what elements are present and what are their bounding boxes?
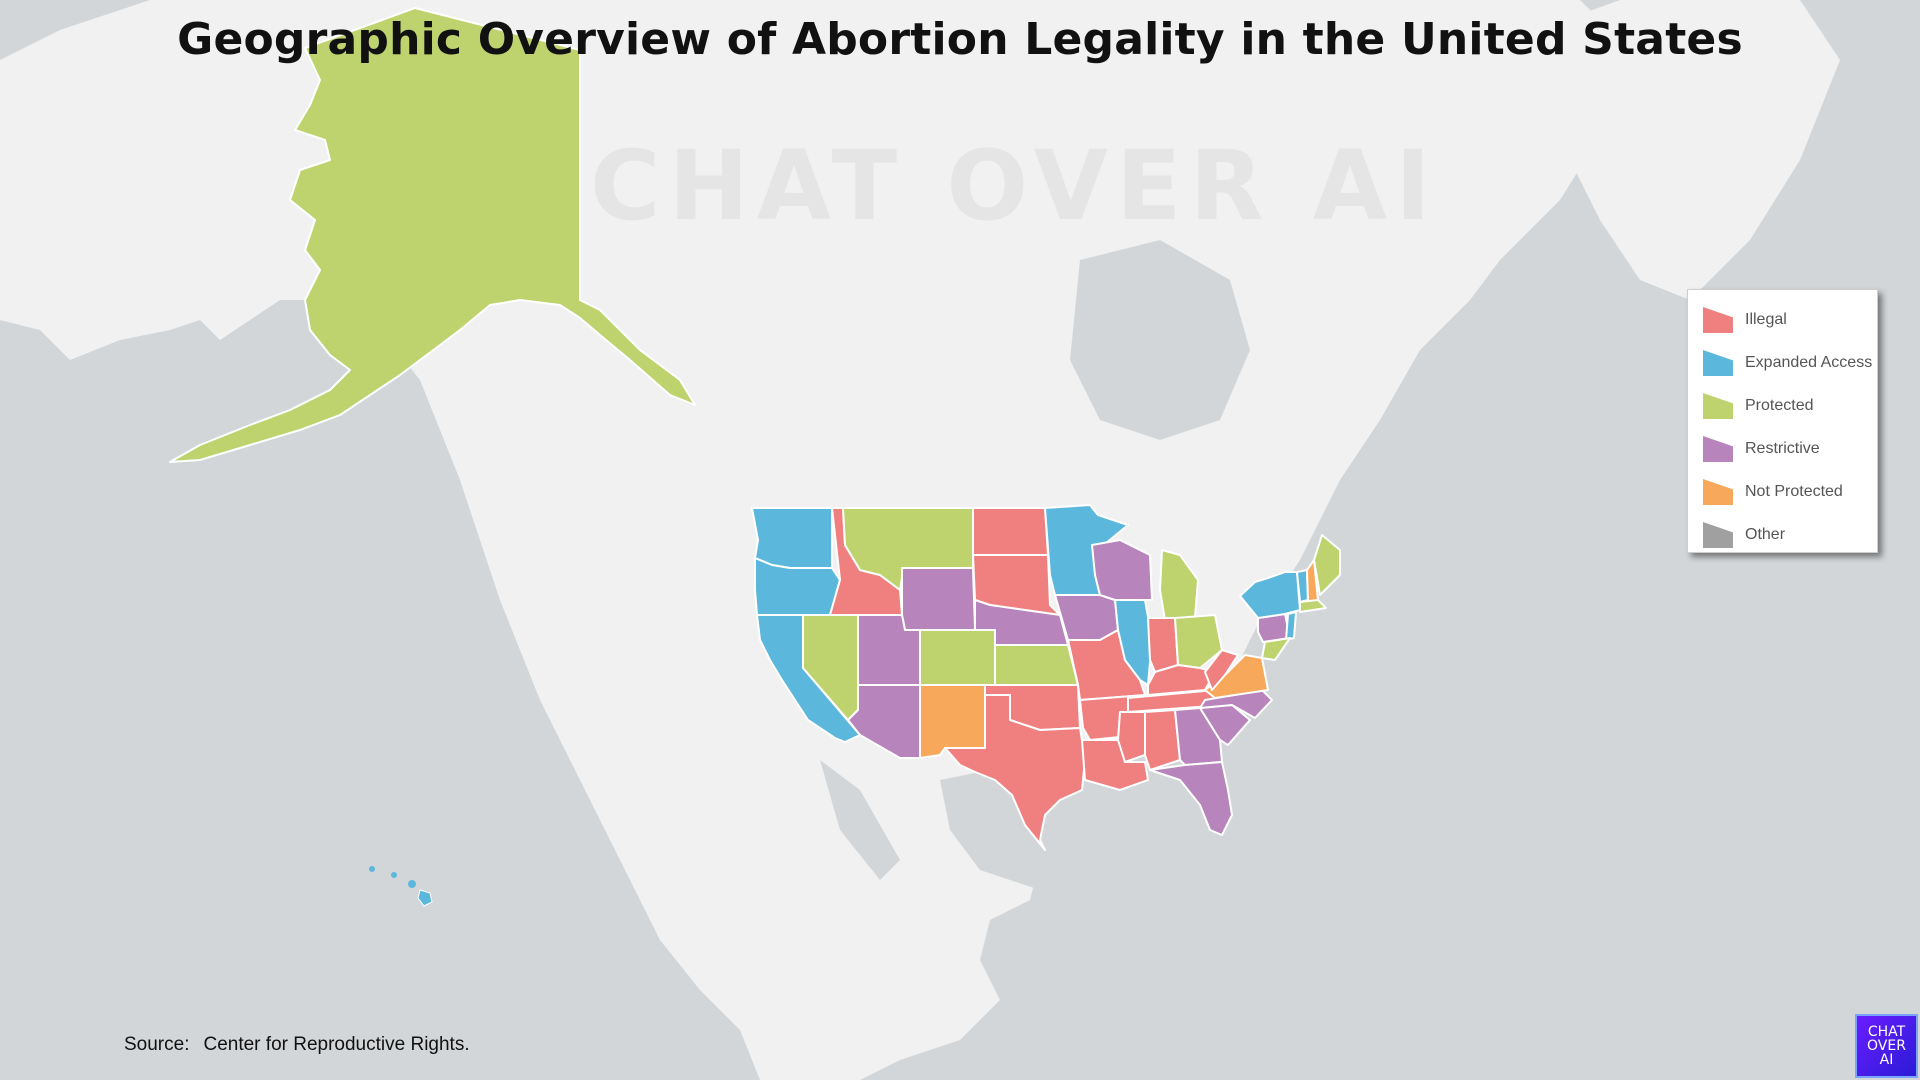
- logo-line: CHAT: [1867, 1024, 1906, 1040]
- brand-logo[interactable]: CHAT OVER AI: [1855, 1014, 1918, 1078]
- legend-label: Illegal: [1745, 311, 1787, 328]
- state-kansas[interactable]: [994, 644, 1079, 686]
- greenland-land: [1510, 0, 1840, 300]
- source-note: Source: Center for Reproductive Rights.: [124, 1034, 484, 1056]
- legend: Illegal Expanded Access Protected Restri…: [1687, 289, 1878, 553]
- legend-label: Protected: [1745, 397, 1814, 414]
- hawaii-island: [417, 889, 433, 907]
- legend-item-expanded-access[interactable]: Expanded Access: [1703, 348, 1872, 378]
- state-indiana[interactable]: [1147, 617, 1179, 673]
- hawaii-island: [391, 872, 397, 878]
- state-maryland[interactable]: [1261, 637, 1291, 661]
- state-wyoming[interactable]: [901, 567, 976, 631]
- hudson-bay: [1070, 240, 1250, 440]
- page-title: Geographic Overview of Abortion Legality…: [177, 14, 1743, 65]
- legend-item-not-protected[interactable]: Not Protected: [1703, 477, 1843, 507]
- legend-label: Expanded Access: [1745, 354, 1873, 371]
- state-colorado[interactable]: [919, 629, 996, 686]
- logo-line: OVER: [1867, 1038, 1906, 1054]
- legend-swatch-restrictive: [1703, 436, 1733, 462]
- legend-swatch-expanded-access: [1703, 350, 1733, 376]
- state-florida[interactable]: [1149, 761, 1233, 836]
- legend-item-other[interactable]: Other: [1703, 520, 1785, 550]
- hawaii-island: [369, 866, 375, 872]
- legend-label: Other: [1745, 526, 1786, 543]
- legend-label: Restrictive: [1745, 440, 1820, 457]
- state-illinois[interactable]: [1114, 599, 1153, 686]
- source-label: Source:: [124, 1034, 190, 1055]
- state-maine[interactable]: [1313, 534, 1341, 596]
- legend-swatch-illegal: [1703, 307, 1733, 333]
- state-washington[interactable]: [751, 507, 833, 569]
- legend-item-illegal[interactable]: Illegal: [1703, 305, 1787, 335]
- state-massachusetts[interactable]: [1299, 599, 1327, 613]
- source-text: Center for Reproductive Rights.: [203, 1034, 470, 1055]
- state-ohio[interactable]: [1174, 614, 1223, 669]
- legend-swatch-other: [1703, 522, 1733, 548]
- gulf-of-mexico: [940, 760, 1170, 890]
- state-texas[interactable]: [944, 694, 1086, 851]
- gulf-of-california: [820, 760, 900, 880]
- state-mississippi[interactable]: [1117, 711, 1146, 763]
- logo-line: AI: [1879, 1052, 1894, 1068]
- legend-item-restrictive[interactable]: Restrictive: [1703, 434, 1820, 464]
- state-west-virginia[interactable]: [1204, 649, 1239, 691]
- legend-swatch-not-protected: [1703, 479, 1733, 505]
- legend-label: Not Protected: [1745, 483, 1843, 500]
- legend-swatch-protected: [1703, 393, 1733, 419]
- state-new-jersey[interactable]: [1285, 611, 1297, 641]
- watermark: CHAT OVER AI: [590, 130, 1439, 242]
- hawaii-island: [408, 880, 416, 888]
- legend-item-protected[interactable]: Protected: [1703, 391, 1813, 421]
- state-alaska[interactable]: [169, 7, 696, 463]
- state-north-dakota[interactable]: [972, 507, 1049, 556]
- state-alabama[interactable]: [1144, 709, 1181, 771]
